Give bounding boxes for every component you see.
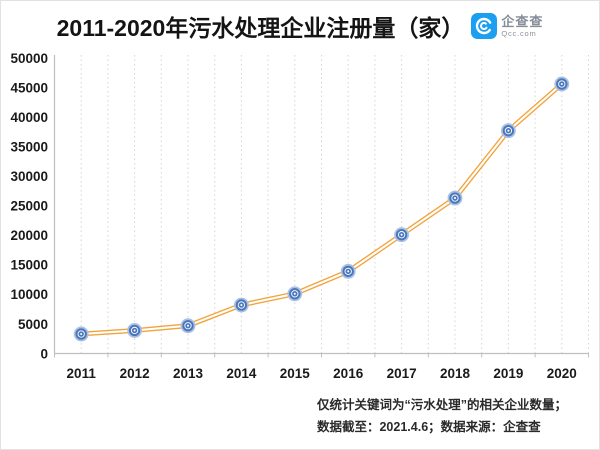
- qcc-logo-name: 企查查: [501, 13, 544, 29]
- y-axis-label: 0: [40, 346, 48, 361]
- y-axis-label: 5000: [18, 317, 48, 332]
- data-point-center: [505, 127, 512, 134]
- qcc-logo: 企查查 Qcc.com: [471, 13, 543, 39]
- data-point-center: [559, 81, 565, 87]
- x-axis-label: 2012: [120, 366, 150, 381]
- y-axis-label: 40000: [10, 110, 48, 125]
- data-point-center: [345, 268, 351, 275]
- qcc-logo-text: 企查查 Qcc.com: [501, 15, 543, 38]
- x-axis-label: 2011: [67, 366, 97, 381]
- data-point-center: [185, 322, 191, 329]
- data-point-center: [238, 302, 245, 308]
- x-axis-label: 2013: [173, 366, 204, 381]
- x-axis-label: 2020: [547, 366, 577, 381]
- y-axis-label: 35000: [10, 139, 48, 154]
- x-axis-label: 2016: [333, 366, 364, 381]
- series-line-inner-gap: [80, 82, 563, 336]
- x-axis-label: 2017: [387, 366, 417, 381]
- data-point-center: [292, 291, 298, 297]
- data-point-center: [398, 231, 405, 238]
- y-axis-label: 10000: [10, 287, 48, 302]
- data-point-center: [452, 195, 458, 201]
- x-axis-label: 2019: [493, 366, 523, 381]
- y-axis-label: 15000: [10, 258, 48, 273]
- data-point-center: [131, 327, 138, 334]
- qcc-logo-domain: Qcc.com: [501, 28, 537, 38]
- data-point-center: [78, 331, 84, 337]
- chart-footnote: 仅统计关键词为“污水处理”的相关企业数量； 数据截至：2021.4.6；数据来源…: [317, 394, 567, 438]
- y-axis-label: 20000: [10, 228, 48, 243]
- footnote-line-2: 数据截至：2021.4.6；数据来源：企查查: [316, 420, 541, 434]
- x-axis-label: 2018: [440, 366, 471, 381]
- y-axis-label: 25000: [10, 199, 48, 214]
- chart-title: 2011-2020年污水处理企业注册量（家）: [56, 15, 465, 41]
- footnote-line-1: 仅统计关键词为“污水处理”的相关企业数量；: [316, 398, 567, 412]
- y-axis-label: 50000: [10, 51, 48, 66]
- x-axis-label: 2014: [226, 366, 257, 381]
- chart-header: 2011-2020年污水处理企业注册量（家） 企查查 Qcc.com: [1, 9, 599, 43]
- y-axis-label: 45000: [10, 80, 48, 95]
- qcc-logo-icon: [471, 13, 498, 39]
- x-axis-label: 2015: [280, 366, 311, 381]
- y-axis-label: 30000: [10, 169, 48, 184]
